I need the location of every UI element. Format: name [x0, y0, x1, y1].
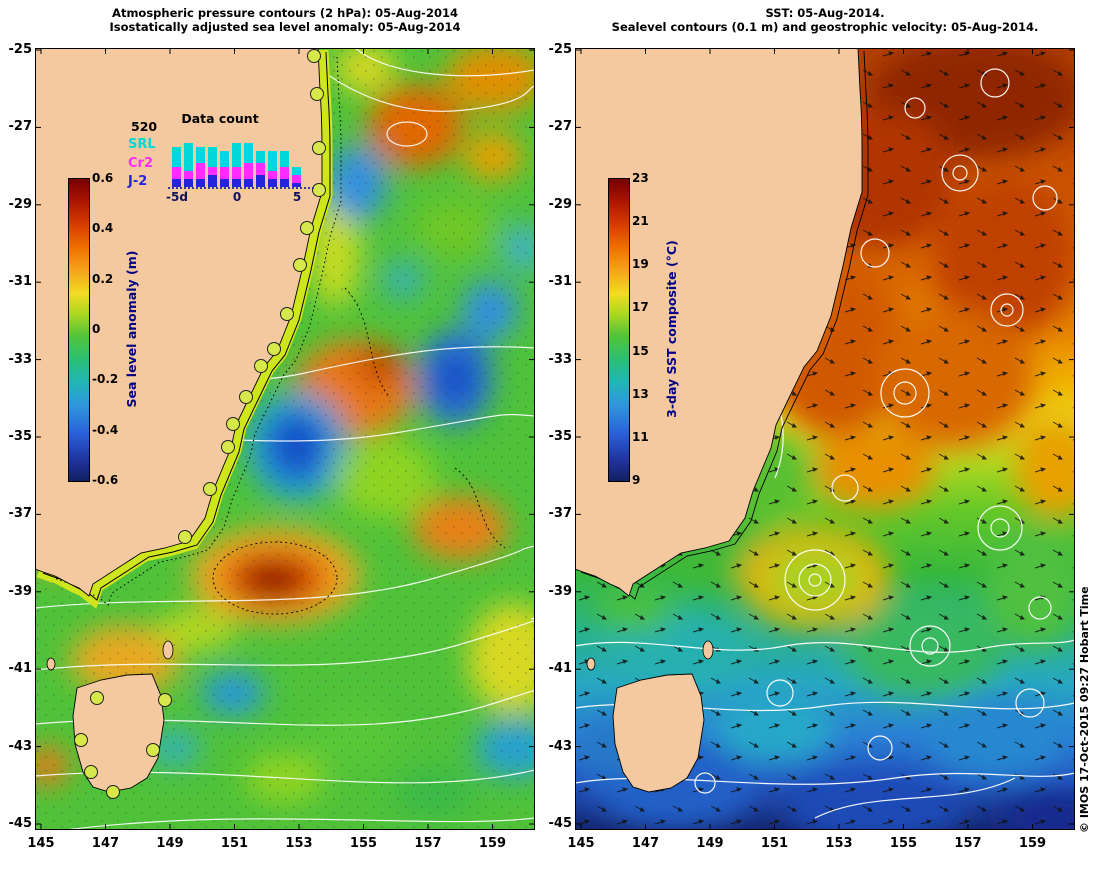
lon-tick-label: 147: [91, 836, 120, 851]
sla-colorbar-tick: -0.2: [92, 372, 119, 387]
lat-tick-label: -25: [8, 42, 33, 57]
lon-tick-label: 151: [760, 836, 789, 851]
histogram-xtick: -5d: [166, 190, 188, 204]
histogram-bar: [256, 151, 265, 187]
sst-colorbar-tick: 9: [632, 472, 641, 487]
lat-tick-label: -45: [548, 816, 573, 831]
sst-colorbar-label: 3-day SST composite (°C): [664, 240, 679, 418]
lat-tick-label: -33: [8, 351, 33, 367]
sst-colorbar-tick: 19: [632, 257, 649, 272]
histogram-bar: [196, 147, 205, 187]
sst-colorbar-tick: 13: [632, 386, 649, 401]
sla-colorbar: [68, 178, 90, 482]
histogram-xtick: 5: [292, 190, 302, 204]
shelf-band: [36, 49, 342, 609]
lat-tick-label: -39: [548, 583, 573, 599]
lon-tick-label: 151: [220, 836, 249, 851]
lat-tick-label: -31: [8, 274, 33, 290]
histogram-bar: [232, 143, 241, 187]
lon-tick-label: 153: [825, 836, 853, 851]
inset-legend-Cr2: Cr2: [128, 155, 153, 171]
histogram-xtick: 0: [232, 190, 242, 204]
histogram-bar: [184, 143, 193, 187]
lat-tick-label: -37: [548, 506, 573, 522]
lon-tick-label: 145: [27, 836, 55, 851]
right-title-line1: SST: 05-Aug-2014.: [765, 6, 885, 20]
lat-tick-label: -27: [8, 119, 33, 135]
lon-tick-label: 147: [631, 836, 660, 851]
histogram-bar: [220, 151, 229, 187]
data-count-histogram: [172, 128, 312, 187]
left-title-line1: Atmospheric pressure contours (2 hPa): 0…: [112, 6, 458, 20]
histogram-bar: [244, 143, 253, 187]
lat-tick-label: -37: [8, 506, 33, 522]
zero-anomaly-contours: [212, 287, 506, 615]
sst-map: [575, 48, 1075, 830]
sst-colorbar-tick: 11: [632, 429, 649, 444]
lon-tick-label: 159: [478, 836, 507, 851]
sla-colorbar-tick: -0.6: [92, 472, 119, 487]
histogram-bar: [172, 147, 181, 187]
lon-tick-label: 155: [889, 836, 918, 851]
lat-tick-label: -45: [8, 816, 33, 831]
shelf-contour: [580, 50, 869, 600]
sst-colorbar-tick: 17: [632, 300, 649, 315]
lat-tick-label: -27: [548, 119, 573, 135]
sst-colorbar-tick: 23: [632, 171, 649, 185]
sla-colorbar-tick: 0: [92, 321, 101, 336]
lon-tick-label: 153: [285, 836, 313, 851]
sla-colorbar-tick: 0.6: [92, 171, 114, 185]
lat-tick-label: -31: [548, 274, 573, 290]
lat-tick-label: -33: [548, 351, 573, 367]
lon-tick-label: 157: [414, 836, 442, 851]
right-axes-frame: [575, 48, 1075, 830]
land-tasmania: [612, 673, 705, 793]
histogram-bar: [292, 167, 301, 187]
lat-tick-label: -39: [8, 583, 33, 599]
inset-total-count: 520: [131, 119, 158, 134]
lon-tick-label: 159: [1018, 836, 1047, 851]
sla-colorbar-tick: 0.2: [92, 271, 114, 286]
lat-tick-label: -25: [548, 42, 573, 57]
lat-tick-label: -41: [548, 661, 573, 677]
inset-legend: SRL Cr2 J-2: [128, 136, 156, 192]
inset-legend-SRL: SRL: [128, 137, 156, 152]
lat-tick-label: -41: [8, 661, 33, 677]
land-australia: [575, 48, 863, 597]
inset-legend-J-2: J-2: [128, 174, 148, 189]
lon-tick-label: 155: [349, 836, 378, 851]
lat-tick-label: -35: [8, 429, 33, 444]
lat-tick-label: -35: [548, 429, 573, 444]
right-panel-title: SST: 05-Aug-2014. Sealevel contours (0.1…: [575, 6, 1075, 34]
lat-tick-label: -29: [548, 196, 573, 212]
sla-colorbar-tick: 0.4: [92, 221, 114, 236]
left-title-line2: Isostatically adjusted sea level anomaly…: [109, 20, 461, 34]
lon-tick-label: 145: [567, 836, 595, 851]
histogram-bar: [208, 147, 217, 187]
credit-text: © IMOS 17-Oct-2015 09:27 Hobart Time: [1078, 586, 1091, 833]
lat-tick-label: -43: [8, 738, 33, 754]
histogram-axis: [168, 187, 314, 189]
lat-tick-label: -29: [8, 196, 33, 212]
land-mask: [575, 48, 863, 793]
lon-tick-label: 157: [954, 836, 982, 851]
left-axes-frame: [35, 48, 535, 830]
sst-colorbar-tick: 15: [632, 343, 649, 358]
sst-colorbar-tick: 21: [632, 214, 649, 229]
left-panel-title: Atmospheric pressure contours (2 hPa): 0…: [35, 6, 535, 34]
sst-colorbar: [608, 178, 630, 482]
right-title-line2: Sealevel contours (0.1 m) and geostrophi…: [611, 20, 1039, 34]
inset-title: Data count: [181, 111, 259, 126]
histogram-bar: [280, 151, 289, 187]
lon-tick-label: 149: [156, 836, 184, 851]
lat-tick-label: -43: [548, 738, 573, 754]
tide-gauge-markers: [74, 49, 326, 799]
lon-tick-label: 149: [696, 836, 724, 851]
histogram-bar: [268, 151, 277, 187]
sla-colorbar-tick: -0.4: [92, 422, 119, 437]
